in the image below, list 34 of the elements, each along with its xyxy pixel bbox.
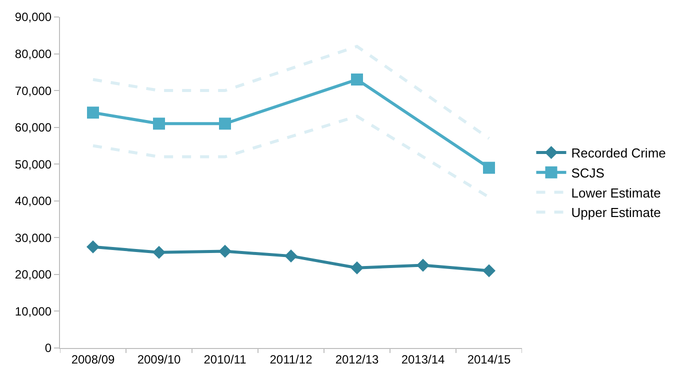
- y-tick-label: 0: [44, 341, 52, 356]
- y-tick-label: 70,000: [14, 84, 52, 98]
- point: [284, 250, 298, 263]
- point: [483, 162, 495, 174]
- y-tick-label: 60,000: [14, 120, 52, 135]
- y-tick-label: 40,000: [14, 194, 52, 208]
- x-tick-label: 2010/11: [204, 352, 247, 366]
- point: [416, 258, 430, 272]
- y-tick-label: 10,000: [14, 304, 52, 318]
- point: [218, 244, 232, 258]
- legend-label: Upper Estimate: [571, 205, 661, 220]
- point: [87, 106, 99, 119]
- point: [153, 118, 165, 130]
- x-tick-label: 2008/09: [71, 352, 116, 366]
- point: [152, 246, 166, 259]
- x-tick-label: 2009/10: [137, 352, 182, 366]
- point: [86, 240, 100, 254]
- point: [351, 74, 363, 86]
- legend-label: Lower Estimate: [571, 185, 661, 200]
- line-series: [92, 44, 490, 140]
- y-tick-label: 80,000: [14, 46, 52, 61]
- y-tick-label: 30,000: [14, 230, 52, 245]
- y-tick-label: 20,000: [14, 268, 52, 282]
- x-tick-label: 2012/13: [335, 352, 380, 366]
- x-tick-label: 2013/14: [401, 352, 446, 366]
- point: [219, 118, 231, 130]
- y-tick-label: 50,000: [14, 157, 52, 172]
- point: [482, 264, 496, 278]
- point: [350, 261, 364, 274]
- legend-label: Recorded Crime: [571, 146, 666, 161]
- y-tick-label: 90,000: [14, 10, 52, 24]
- x-tick-label: 2014/15: [467, 352, 512, 366]
- x-tick-label: 2011/12: [270, 352, 313, 366]
- legend-label: SCJS: [571, 165, 605, 180]
